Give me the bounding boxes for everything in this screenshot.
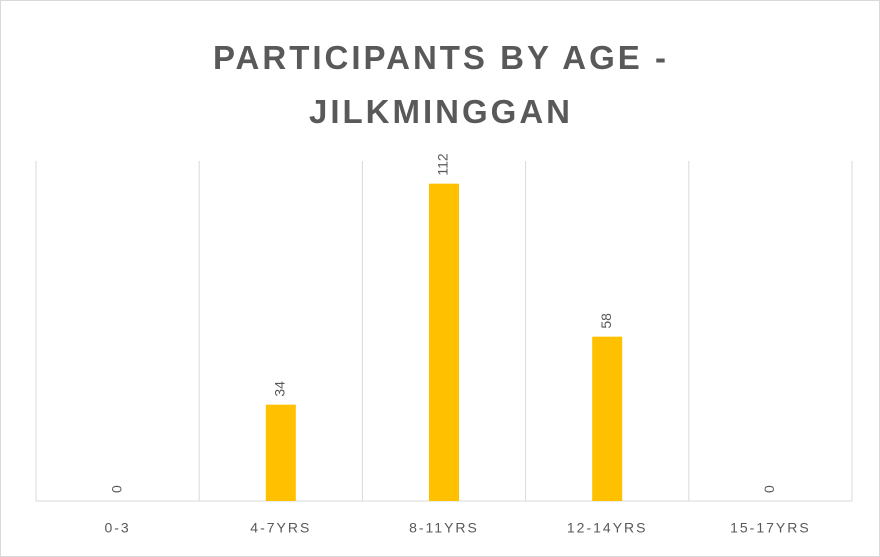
x-tick-label: 8-11YRS (409, 520, 479, 536)
x-tick-label: 12-14YRS (567, 520, 648, 536)
x-tick-label: 0-3 (104, 520, 130, 536)
data-label: 0 (761, 485, 777, 493)
bar (429, 183, 459, 501)
data-label: 34 (272, 381, 288, 397)
x-tick-label: 15-17YRS (730, 520, 811, 536)
bar (265, 404, 296, 501)
x-tick-label: 4-7YRS (250, 520, 311, 536)
data-label: 112 (435, 153, 451, 176)
bar (592, 336, 623, 501)
data-label: 58 (598, 313, 614, 329)
data-label: 0 (108, 485, 124, 493)
chart-title: PARTICIPANTS BY AGE - JILKMINGGAN (213, 39, 669, 130)
